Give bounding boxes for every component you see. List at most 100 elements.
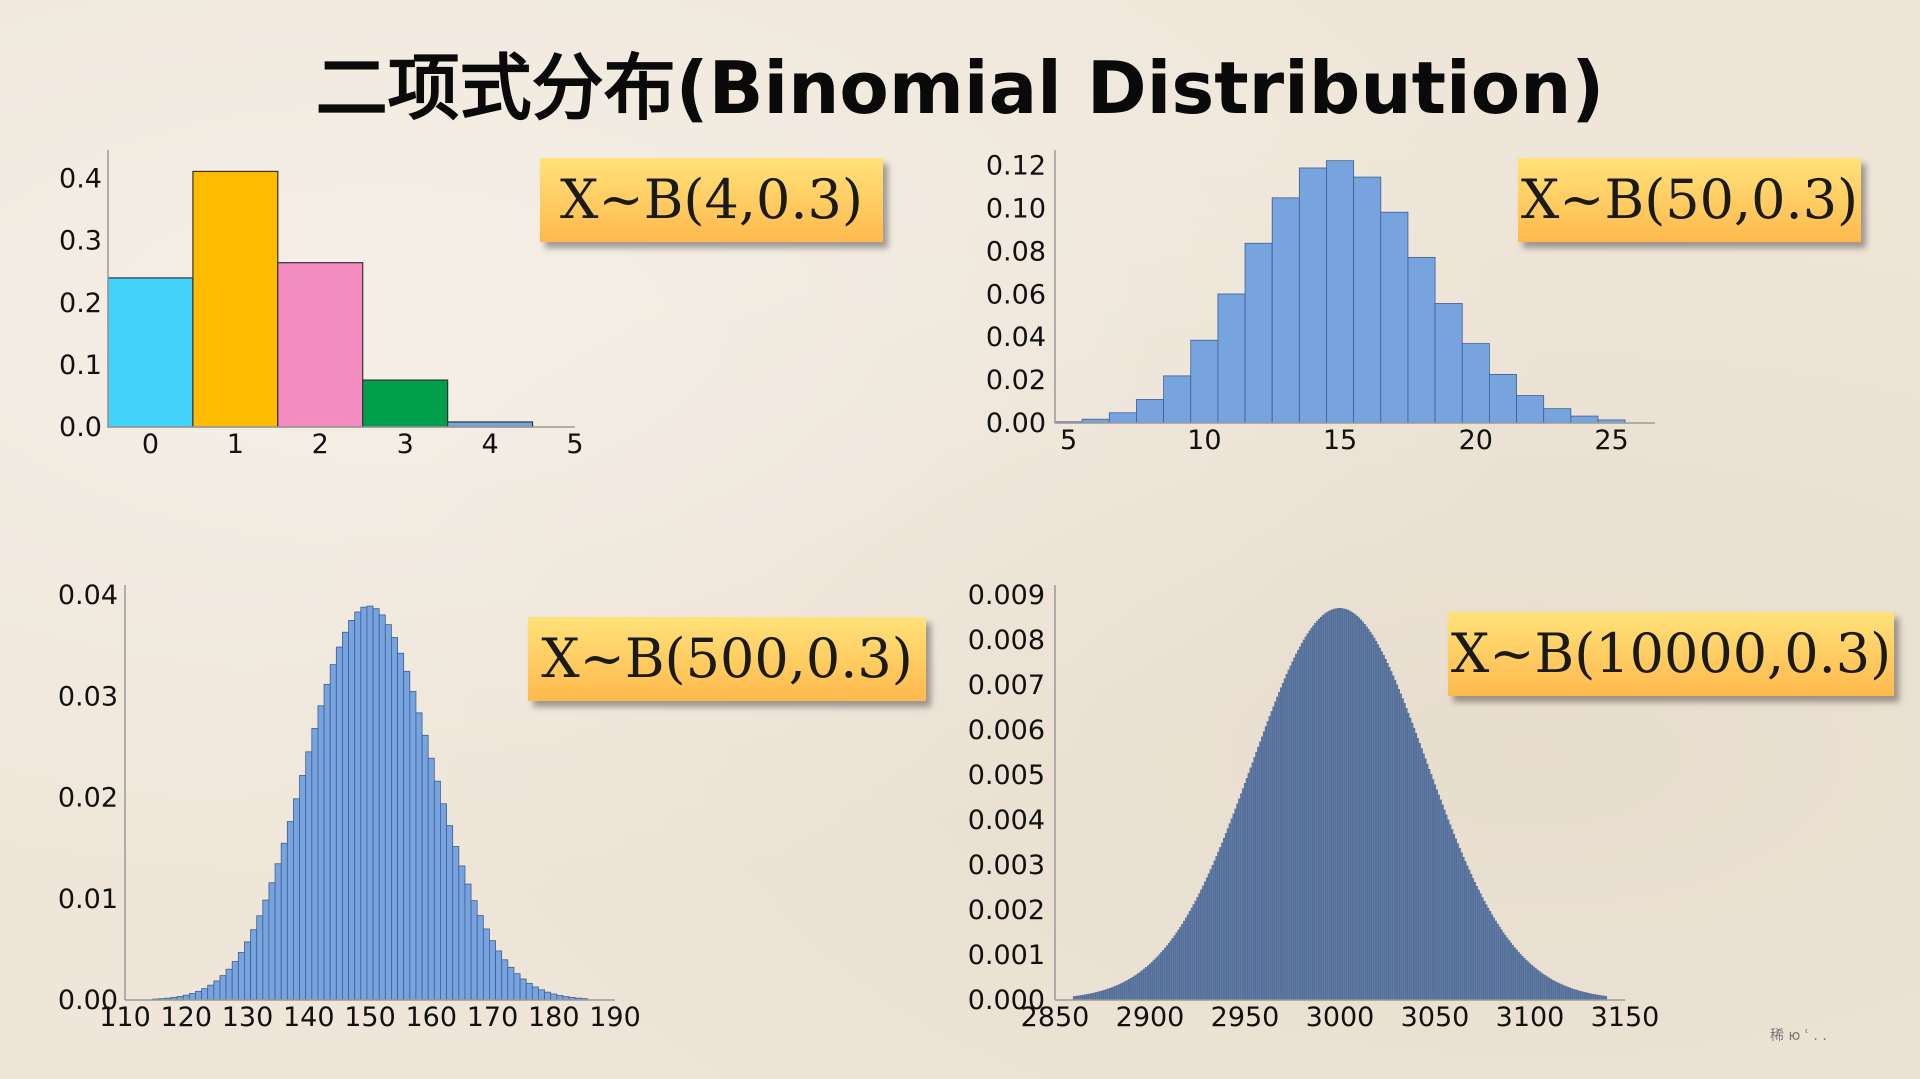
bar-133 — [262, 899, 270, 1001]
bar-3021 — [1378, 647, 1381, 1001]
bar-3119 — [1565, 986, 1568, 1001]
x-tick-label: 10 — [1187, 425, 1221, 456]
bar-3004 — [1346, 609, 1349, 1001]
bar-2962 — [1266, 721, 1269, 1001]
bar-2969 — [1280, 687, 1283, 1001]
bar-3068 — [1468, 869, 1471, 1001]
bar-3128 — [1582, 991, 1585, 1001]
bar-2953 — [1249, 767, 1252, 1001]
bar-2951 — [1245, 778, 1248, 1001]
bar-3002 — [1342, 608, 1345, 1001]
bar-18 — [1407, 256, 1436, 424]
bar-3052 — [1437, 794, 1440, 1001]
bar-168 — [476, 915, 484, 1001]
bar-3080 — [1490, 914, 1494, 1001]
bar-2917 — [1181, 923, 1184, 1001]
bar-2869 — [1090, 993, 1093, 1001]
x-tick-label: 2900 — [1116, 1002, 1185, 1033]
bar-2952 — [1247, 772, 1250, 1001]
bar-2956 — [1255, 752, 1258, 1001]
bar-2941 — [1226, 828, 1229, 1001]
bar-2940 — [1224, 833, 1228, 1001]
bar-7 — [1108, 412, 1137, 424]
bar-2936 — [1217, 851, 1220, 1001]
bar-2998 — [1335, 608, 1338, 1001]
bar-126 — [219, 975, 227, 1001]
bar-3131 — [1587, 993, 1590, 1001]
watermark: 稀 ю ʿ . . — [1770, 1028, 1827, 1044]
bar-2992 — [1323, 613, 1326, 1001]
bar-3061 — [1454, 838, 1457, 1001]
bar-3039 — [1413, 727, 1416, 1001]
bars — [1054, 160, 1626, 424]
bar-3114 — [1555, 981, 1558, 1001]
bar-3032 — [1399, 693, 1402, 1001]
y-tick-label: 0.1 — [60, 350, 102, 381]
x-tick-label: 190 — [589, 1002, 641, 1033]
y-tick-label: 0.006 — [968, 715, 1045, 746]
bar-3110 — [1547, 977, 1551, 1001]
bar-24 — [1570, 415, 1599, 424]
axes: 110 120 130 140 150 160 170 180 190 0.00 0.01 0.02 0… — [58, 580, 641, 1033]
formula-box-n10000: X~B(10000,0.3) — [1448, 612, 1894, 696]
bar-2963 — [1268, 716, 1271, 1001]
bar-3122 — [1570, 988, 1573, 1001]
bar-2872 — [1095, 992, 1098, 1001]
bar-3081 — [1492, 917, 1495, 1001]
bar-2876 — [1103, 989, 1106, 1001]
bar-3012 — [1361, 621, 1364, 1001]
bar-2915 — [1177, 929, 1180, 1001]
bar-3027 — [1390, 671, 1393, 1001]
bar-137 — [286, 821, 294, 1001]
bar-2939 — [1223, 837, 1226, 1001]
bar-3 — [362, 379, 449, 428]
y-tick-label: 0.001 — [968, 940, 1045, 971]
bar-3059 — [1451, 829, 1454, 1001]
bar-2967 — [1276, 696, 1279, 1001]
bar-2916 — [1179, 926, 1182, 1001]
bar-2914 — [1175, 932, 1178, 1001]
bar-121 — [188, 993, 196, 1001]
bar-2919 — [1185, 917, 1188, 1001]
bar-175 — [519, 978, 527, 1001]
bar-3031 — [1397, 689, 1400, 1001]
bar-3102 — [1532, 966, 1535, 1001]
y-tick-label: 0.004 — [968, 805, 1045, 836]
x-tick-label: 170 — [467, 1002, 519, 1033]
bar-3054 — [1441, 804, 1444, 1001]
bar-134 — [268, 882, 276, 1001]
slide-title: 二项式分布(Binomial Distribution) — [315, 46, 1605, 130]
bar-2927 — [1200, 889, 1203, 1001]
bar-2867 — [1086, 994, 1089, 1001]
axes: 0 1 2 3 4 5 0.0 0.1 0.2 0.3 0.4 — [60, 150, 584, 460]
bar-2900 — [1148, 963, 1152, 1001]
bar-164 — [452, 846, 460, 1001]
x-tick-label: 2850 — [1021, 1002, 1090, 1033]
bar-2937 — [1219, 847, 1222, 1001]
bar-9 — [1163, 375, 1192, 424]
bar-16 — [1353, 176, 1382, 424]
chart-binomial-4: 0 1 2 3 4 5 0.0 0.1 0.2 0.3 0.4 — [60, 150, 584, 460]
x-tick-label: 2 — [312, 429, 329, 460]
bar-2934 — [1213, 860, 1216, 1001]
bar-3057 — [1447, 819, 1450, 1001]
bar-3053 — [1439, 799, 1442, 1001]
bar-3005 — [1348, 610, 1351, 1001]
bar-3112 — [1551, 979, 1554, 1001]
bar-3096 — [1521, 956, 1524, 1001]
bar-2986 — [1312, 625, 1315, 1001]
bar-3043 — [1420, 748, 1423, 1001]
x-tick-label: 15 — [1323, 425, 1357, 456]
bar-2908 — [1164, 947, 1167, 1001]
bar-2890 — [1129, 978, 1133, 1001]
bar-2938 — [1221, 842, 1224, 1001]
x-tick-label: 3050 — [1401, 1002, 1470, 1033]
bar-3094 — [1517, 951, 1520, 1001]
bar-2977 — [1295, 653, 1298, 1001]
bar-3101 — [1530, 965, 1533, 1001]
x-tick-label: 180 — [528, 1002, 580, 1033]
bar-2961 — [1264, 726, 1267, 1001]
chart-binomial-500: 110 120 130 140 150 160 170 180 190 0.00 0.01 0.02 0… — [58, 580, 641, 1033]
bar-142 — [317, 705, 325, 1001]
bar-2970 — [1281, 682, 1285, 1001]
